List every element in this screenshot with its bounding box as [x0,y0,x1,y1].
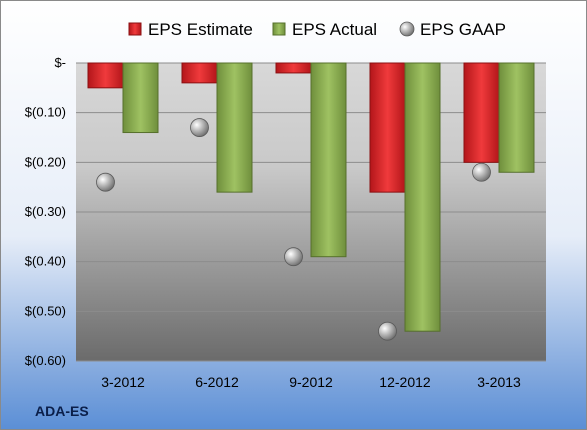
gaap-point [284,247,303,267]
y-tick-label: $(0.10) [25,105,66,120]
actual-bar [404,62,441,332]
estimate-bar [87,62,124,89]
legend: EPS Estimate EPS Actual EPS GAAP [128,20,506,39]
x-tick-label: 6-2012 [195,374,239,390]
y-tick-label: $(0.60) [25,353,66,368]
actual-bar [122,62,159,134]
x-tick-label: 9-2012 [289,374,333,390]
x-tick-label: 3-2013 [477,374,521,390]
ticker-label: ADA-ES [35,403,89,419]
actual-bar [310,62,347,258]
estimate-bar [275,62,312,74]
estimate-bar [369,62,406,193]
y-axis-ticks: $- $(0.10) $(0.20) $(0.30) $(0.40) $(0.50) $(0… [25,55,66,368]
actual-bar [216,62,253,193]
legend-label: EPS Actual [292,20,377,39]
legend-label: EPS Estimate [148,20,253,39]
x-tick-label: 3-2012 [101,374,145,390]
gaap-point [190,118,209,137]
y-tick-label: $(0.30) [25,204,66,219]
y-tick-label: $- [54,55,66,70]
x-axis-labels: 3-2012 6-2012 9-2012 12-2012 3-2013 [101,374,521,390]
gaap-points [96,118,491,341]
estimate-bar [181,62,218,84]
gaap-point [472,162,491,182]
bars [87,62,535,332]
y-tick-label: $(0.50) [25,303,66,318]
legend-label: EPS GAAP [420,20,506,39]
legend-swatch [399,21,415,37]
gaap-point [96,172,115,192]
legend-swatch [128,22,142,36]
estimate-bar [463,62,500,163]
legend-swatch [272,22,286,36]
y-tick-label: $(0.20) [25,154,66,169]
actual-bar [498,62,535,173]
x-tick-label: 12-2012 [379,374,431,390]
gaap-point [378,321,397,341]
y-tick-label: $(0.40) [25,254,66,269]
